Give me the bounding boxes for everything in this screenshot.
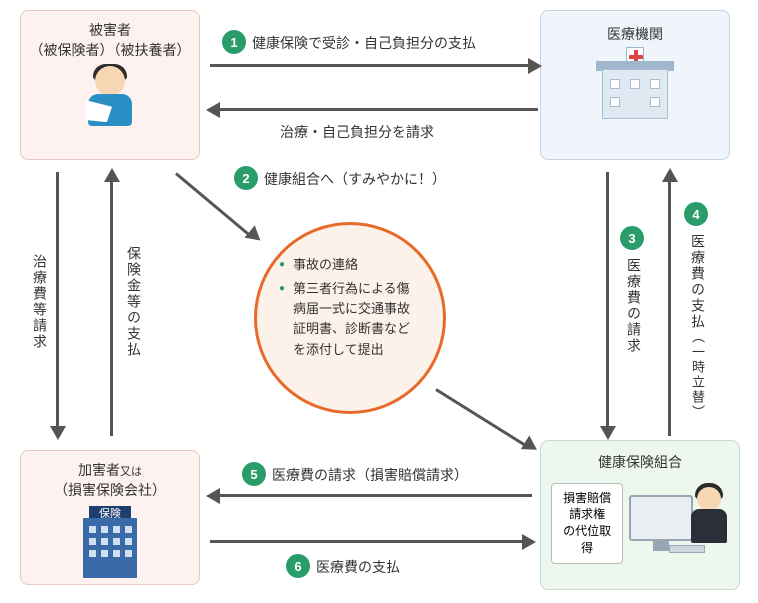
center-item-1: 事故の連絡 — [279, 255, 421, 275]
hospital-icon — [596, 51, 674, 121]
badge-4: 4 — [684, 202, 708, 226]
badge-5: 5 — [242, 462, 266, 486]
arrow-2-head — [244, 225, 265, 246]
arrow-1r — [218, 108, 538, 111]
arrow-left-up-head — [104, 168, 120, 182]
center-circle: 事故の連絡 第三者行為による傷病届一式に交通事故証明書、診断書などを添付して提出 — [254, 222, 446, 414]
label-6: 医療費の支払 — [316, 557, 400, 577]
label-2: 健康組合へ（すみやかに！） — [264, 169, 446, 189]
arrow-6 — [210, 540, 524, 543]
union-sub-3: の代位取得 — [560, 523, 614, 557]
victim-title-2: （被保険者）（被扶養者） — [21, 41, 199, 61]
label-left-up: 保険金等の支払 — [124, 246, 144, 358]
arrow-5 — [218, 494, 532, 497]
arrow-1-head — [528, 58, 542, 74]
arrow-1 — [210, 64, 530, 67]
arrow-left-up — [110, 180, 113, 436]
arrow-left-down-head — [50, 426, 66, 440]
arrow-5-head — [206, 488, 220, 504]
label-5: 医療費の請求（損害賠償請求） — [272, 465, 468, 485]
label-3: 医療費の請求 — [624, 258, 644, 354]
union-subbox: 損害賠償 請求権 の代位取得 — [551, 483, 623, 564]
arrow-3-head — [600, 426, 616, 440]
badge-2: 2 — [234, 166, 258, 190]
label-4a: 医療費の支払 — [688, 234, 708, 330]
badge-1: 1 — [222, 30, 246, 54]
union-sub-2: 請求権 — [560, 506, 614, 523]
node-hospital: 医療機関 — [540, 10, 730, 160]
union-sub-1: 損害賠償 — [560, 490, 614, 507]
victim-icon — [80, 64, 140, 134]
node-victim: 被害者 （被保険者）（被扶養者） — [20, 10, 200, 160]
perp-title-suffix: 又は — [120, 466, 142, 478]
node-union: 健康保険組合 損害賠償 請求権 の代位取得 — [540, 440, 740, 590]
label-4b: （一時立替） — [688, 330, 707, 420]
insurance-building-icon: 保険 — [75, 504, 145, 580]
union-title: 健康保険組合 — [541, 453, 739, 473]
perp-title-main: 加害者 — [78, 462, 120, 478]
arrow-1r-head — [206, 102, 220, 118]
label-left-down: 治療費等請求 — [30, 254, 50, 350]
label-1r: 治療・自己負担分を請求 — [280, 122, 434, 142]
arrow-3 — [606, 172, 609, 428]
arrow-6-head — [522, 534, 536, 550]
flow-diagram: 被害者 （被保険者）（被扶養者） 医療機関 加害者又は （損害保険会社） 保険 … — [0, 0, 758, 603]
perp-title-1: 加害者又は — [21, 461, 199, 481]
label-1: 健康保険で受診・自己負担分の支払 — [252, 33, 476, 53]
union-worker-icon — [629, 483, 729, 561]
arrow-2b-head — [521, 436, 541, 457]
arrow-4 — [668, 180, 671, 436]
center-item-2: 第三者行為による傷病届一式に交通事故証明書、診断書などを添付して提出 — [279, 279, 421, 360]
arrow-4-head — [662, 168, 678, 182]
arrow-left-down — [56, 172, 59, 428]
badge-6: 6 — [286, 554, 310, 578]
arrow-2b — [435, 388, 530, 449]
perp-title-2: （損害保険会社） — [21, 481, 199, 501]
victim-title-1: 被害者 — [21, 21, 199, 41]
node-perpetrator: 加害者又は （損害保険会社） 保険 — [20, 450, 200, 585]
badge-3: 3 — [620, 226, 644, 250]
hospital-title: 医療機関 — [541, 25, 729, 45]
